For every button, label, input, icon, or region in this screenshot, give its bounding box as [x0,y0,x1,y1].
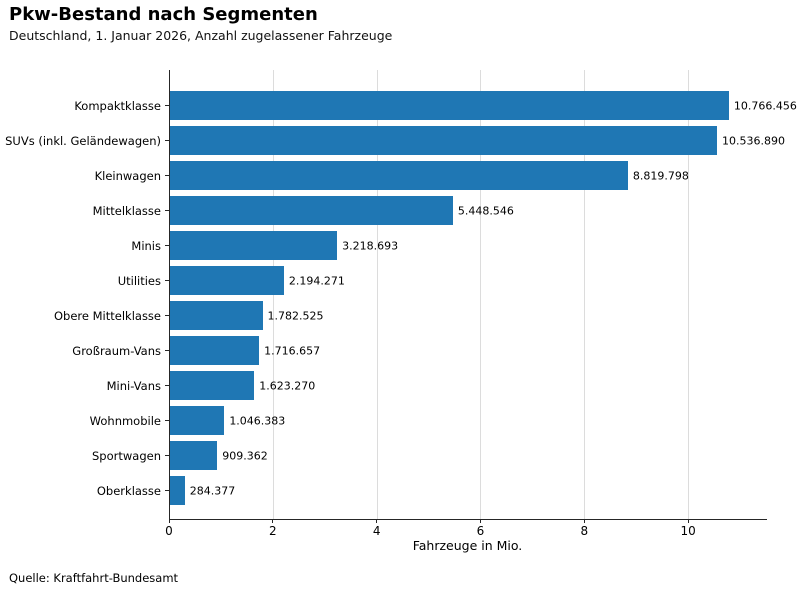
y-axis-tick [165,140,169,141]
category-label: Oberklasse [96,483,161,498]
x-axis-tick [583,519,585,523]
x-axis-tick [168,519,170,523]
x-tick-label: 0 [165,524,173,538]
y-axis-tick [165,105,169,106]
category-label: Wohnmobile [89,413,161,428]
value-label: 2.194.271 [288,274,345,287]
category-label: SUVs (inkl. Geländewagen) [5,133,161,148]
value-label: 1.623.270 [259,379,316,392]
y-axis-tick [165,175,169,176]
x-tick-label: 10 [680,524,696,538]
category-label: Obere Mittelklasse [54,308,161,323]
x-tick-label: 4 [372,524,381,538]
x-tick-label: 8 [580,524,589,538]
bar [170,301,263,330]
y-axis-tick [165,455,169,456]
value-label: 10.766.456 [733,99,797,112]
value-label: 1.716.657 [264,344,321,357]
x-axis-tick [272,519,274,523]
x-tick-label: 2 [268,524,277,538]
y-axis-tick [165,210,169,211]
y-axis-tick [165,490,169,491]
bar [170,266,284,295]
bar [170,336,260,365]
x-tick-label: 6 [476,524,485,538]
y-axis-tick [165,280,169,281]
category-label: Kompaktklasse [74,98,161,113]
gridline [376,70,378,519]
bar [170,476,185,505]
value-label: 10.536.890 [722,134,785,147]
gridline [688,70,690,519]
category-label: Utilities [117,273,161,288]
x-axis-tick [479,519,481,523]
category-label: Mittelklasse [92,203,161,218]
category-label: Minis [131,238,161,253]
category-label: Mini-Vans [106,378,161,393]
chart-title: Pkw-Bestand nach Segmenten [9,4,318,25]
y-axis-tick [165,385,169,386]
x-axis-label: Fahrzeuge in Mio. [412,538,523,553]
x-axis-tick [687,519,689,523]
value-label: 5.448.546 [457,204,514,217]
value-label: 3.218.693 [342,239,399,252]
value-label: 284.377 [189,484,236,497]
y-axis-tick [165,315,169,316]
bar [170,196,453,225]
gridline [584,70,586,519]
value-label: 8.819.798 [632,169,689,182]
bar [170,406,225,435]
y-axis-tick [165,420,169,421]
bar [170,126,717,155]
y-axis-tick [165,245,169,246]
source-note: Quelle: Kraftfahrt-Bundesamt [9,571,179,585]
chart-subtitle: Deutschland, 1. Januar 2026, Anzahl zuge… [9,28,393,43]
value-label: 909.362 [222,449,268,462]
value-label: 1.046.383 [229,414,286,427]
bar [170,371,255,400]
y-axis-tick [165,350,169,351]
bar [170,231,338,260]
gridline [480,70,482,519]
bar [170,441,218,470]
category-label: Sportwagen [92,448,161,463]
bar [170,91,729,120]
bar [170,161,628,190]
category-label: Großraum-Vans [72,343,161,358]
category-label: Kleinwagen [94,168,161,183]
value-label: 1.782.525 [267,309,324,322]
x-axis-tick [376,519,378,523]
